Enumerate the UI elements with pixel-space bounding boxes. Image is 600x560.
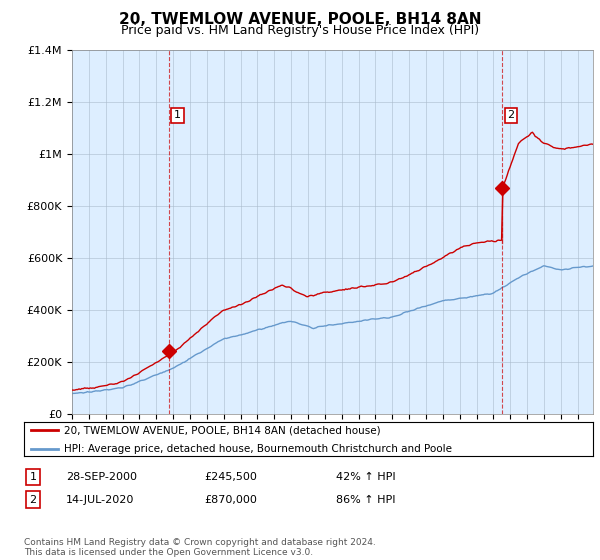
Text: £245,500: £245,500	[204, 472, 257, 482]
Text: 14-JUL-2020: 14-JUL-2020	[66, 494, 134, 505]
Text: 20, TWEMLOW AVENUE, POOLE, BH14 8AN (detached house): 20, TWEMLOW AVENUE, POOLE, BH14 8AN (det…	[64, 426, 380, 435]
Text: 86% ↑ HPI: 86% ↑ HPI	[336, 494, 395, 505]
Text: Price paid vs. HM Land Registry's House Price Index (HPI): Price paid vs. HM Land Registry's House …	[121, 24, 479, 36]
Text: HPI: Average price, detached house, Bournemouth Christchurch and Poole: HPI: Average price, detached house, Bour…	[64, 444, 452, 454]
Text: Contains HM Land Registry data © Crown copyright and database right 2024.
This d: Contains HM Land Registry data © Crown c…	[24, 538, 376, 557]
Text: 28-SEP-2000: 28-SEP-2000	[66, 472, 137, 482]
Text: 2: 2	[508, 110, 515, 120]
Text: 2: 2	[29, 494, 37, 505]
Text: 1: 1	[174, 110, 181, 120]
Text: £870,000: £870,000	[204, 494, 257, 505]
Text: 42% ↑ HPI: 42% ↑ HPI	[336, 472, 395, 482]
Text: 20, TWEMLOW AVENUE, POOLE, BH14 8AN: 20, TWEMLOW AVENUE, POOLE, BH14 8AN	[119, 12, 481, 27]
Text: 1: 1	[29, 472, 37, 482]
